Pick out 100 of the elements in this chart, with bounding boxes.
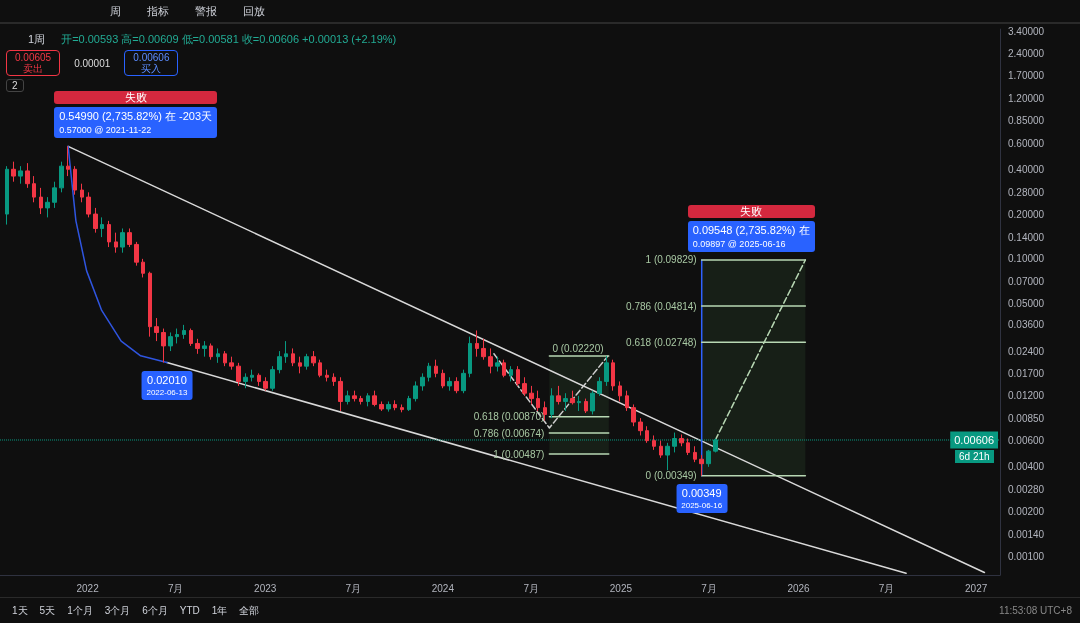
candlestick	[120, 227, 125, 254]
series-label: 1 (0.09829)	[645, 254, 697, 266]
text: 全部	[239, 603, 260, 618]
x-tick-label: 7月	[878, 582, 895, 594]
candlestick	[516, 365, 520, 387]
candlestick	[338, 376, 343, 412]
candlestick	[325, 369, 329, 382]
y-tick-label: 0.85000	[1008, 115, 1045, 127]
x-tick-label: 2025	[609, 582, 633, 594]
text: 1个月	[67, 603, 93, 618]
x-tick-label: 2023	[254, 582, 277, 594]
annotation: 0.00001	[73, 56, 112, 70]
candlestick	[611, 359, 615, 392]
candlestick	[45, 196, 50, 218]
candlestick	[427, 362, 431, 382]
candlestick	[161, 328, 166, 364]
annotation: 0.00606 买入	[124, 50, 179, 76]
x-tick-label: 2027	[965, 582, 988, 594]
candlestick	[475, 329, 479, 358]
candlestick	[80, 183, 84, 203]
candlestick	[434, 359, 438, 378]
candlestick	[175, 328, 179, 344]
candlestick	[277, 350, 282, 374]
candlestick	[114, 232, 118, 254]
y-tick-label: 1.20000	[1008, 92, 1045, 104]
candlestick	[202, 340, 207, 358]
text: 1年	[211, 603, 228, 618]
annotation: 6d 21h	[955, 449, 994, 463]
candlestick	[550, 387, 554, 419]
series-label: 1 (0.00487)	[493, 448, 545, 460]
series-label: 0.786 (0.04814)	[626, 300, 697, 312]
candlestick	[352, 390, 357, 402]
candlestick	[236, 362, 241, 387]
candlestick	[413, 380, 418, 402]
candlestick	[625, 390, 629, 412]
candlestick	[659, 440, 663, 459]
candlestick	[461, 369, 466, 394]
candlestick	[318, 359, 322, 378]
candlestick	[529, 385, 534, 405]
candlestick	[686, 438, 690, 456]
candlestick	[39, 187, 43, 215]
status-tag: 失败	[54, 91, 217, 105]
candlestick	[468, 336, 472, 378]
candlestick	[168, 331, 173, 352]
y-tick-label: 0.14000	[1008, 231, 1045, 243]
annotation: 0.00605 卖出	[6, 50, 61, 76]
x-tick-label: 2024	[431, 582, 455, 594]
candlestick	[645, 425, 649, 444]
chart-subtitle: 开=0.00593 高=0.00609 低=0.00581 收=0.00606 +0.00013 (+2.19%)	[61, 32, 397, 47]
y-tick-label: 3.40000	[1008, 25, 1045, 37]
candlestick	[25, 162, 30, 189]
x-tick-label: 2022	[76, 582, 100, 594]
candlestick	[366, 392, 370, 407]
y-tick-label: 0.00100	[1008, 550, 1045, 562]
candlestick	[393, 399, 397, 411]
annotation: 2	[6, 79, 24, 92]
candlestick	[195, 338, 200, 355]
candlestick	[182, 324, 186, 340]
y-tick-label: 0.07000	[1008, 276, 1045, 288]
y-tick-label: 0.60000	[1008, 137, 1045, 149]
series-label: 0.786 (0.00674)	[473, 427, 545, 439]
candlestick	[127, 227, 132, 248]
candlestick	[86, 191, 91, 218]
candlestick	[590, 390, 595, 415]
series-label: 0.618 (0.02748)	[626, 336, 697, 348]
candlestick	[481, 338, 486, 361]
candlestick	[631, 403, 636, 427]
y-tick-label: 0.01200	[1008, 390, 1045, 402]
candlestick	[345, 390, 350, 405]
y-tick-label: 0.20000	[1008, 208, 1045, 220]
y-tick-label: 0.02400	[1008, 345, 1045, 357]
candlestick	[563, 392, 568, 412]
x-tick-label: 7月	[167, 582, 184, 594]
candlestick	[189, 328, 193, 347]
candlestick	[441, 369, 445, 389]
text: YTD	[179, 605, 200, 616]
candlestick	[556, 385, 561, 405]
candlestick	[216, 347, 220, 364]
candlestick	[699, 454, 704, 477]
annotation: 0.02010 2022-06-13	[146, 372, 188, 398]
candlestick	[73, 165, 77, 196]
candlestick	[18, 165, 23, 185]
y-tick-label: 0.00280	[1008, 484, 1045, 496]
y-tick-label: 0.01700	[1008, 367, 1045, 379]
candlestick	[386, 400, 391, 413]
candlestick	[488, 347, 493, 374]
candlestick	[311, 350, 316, 367]
text: 5天	[39, 603, 56, 618]
candlestick	[652, 434, 656, 451]
candlestick	[359, 395, 363, 405]
series-label: 0.618 (0.00870)	[473, 411, 545, 423]
y-tick-label: 0.40000	[1008, 163, 1045, 175]
text: 6个月	[142, 603, 168, 618]
candlestick	[223, 350, 227, 367]
candlestick	[522, 376, 527, 397]
candlestick	[229, 356, 234, 371]
line-series	[67, 145, 168, 364]
candlestick	[284, 340, 288, 364]
y-tick-label: 0.00200	[1008, 506, 1045, 518]
x-tick-label: 2026	[787, 582, 811, 594]
